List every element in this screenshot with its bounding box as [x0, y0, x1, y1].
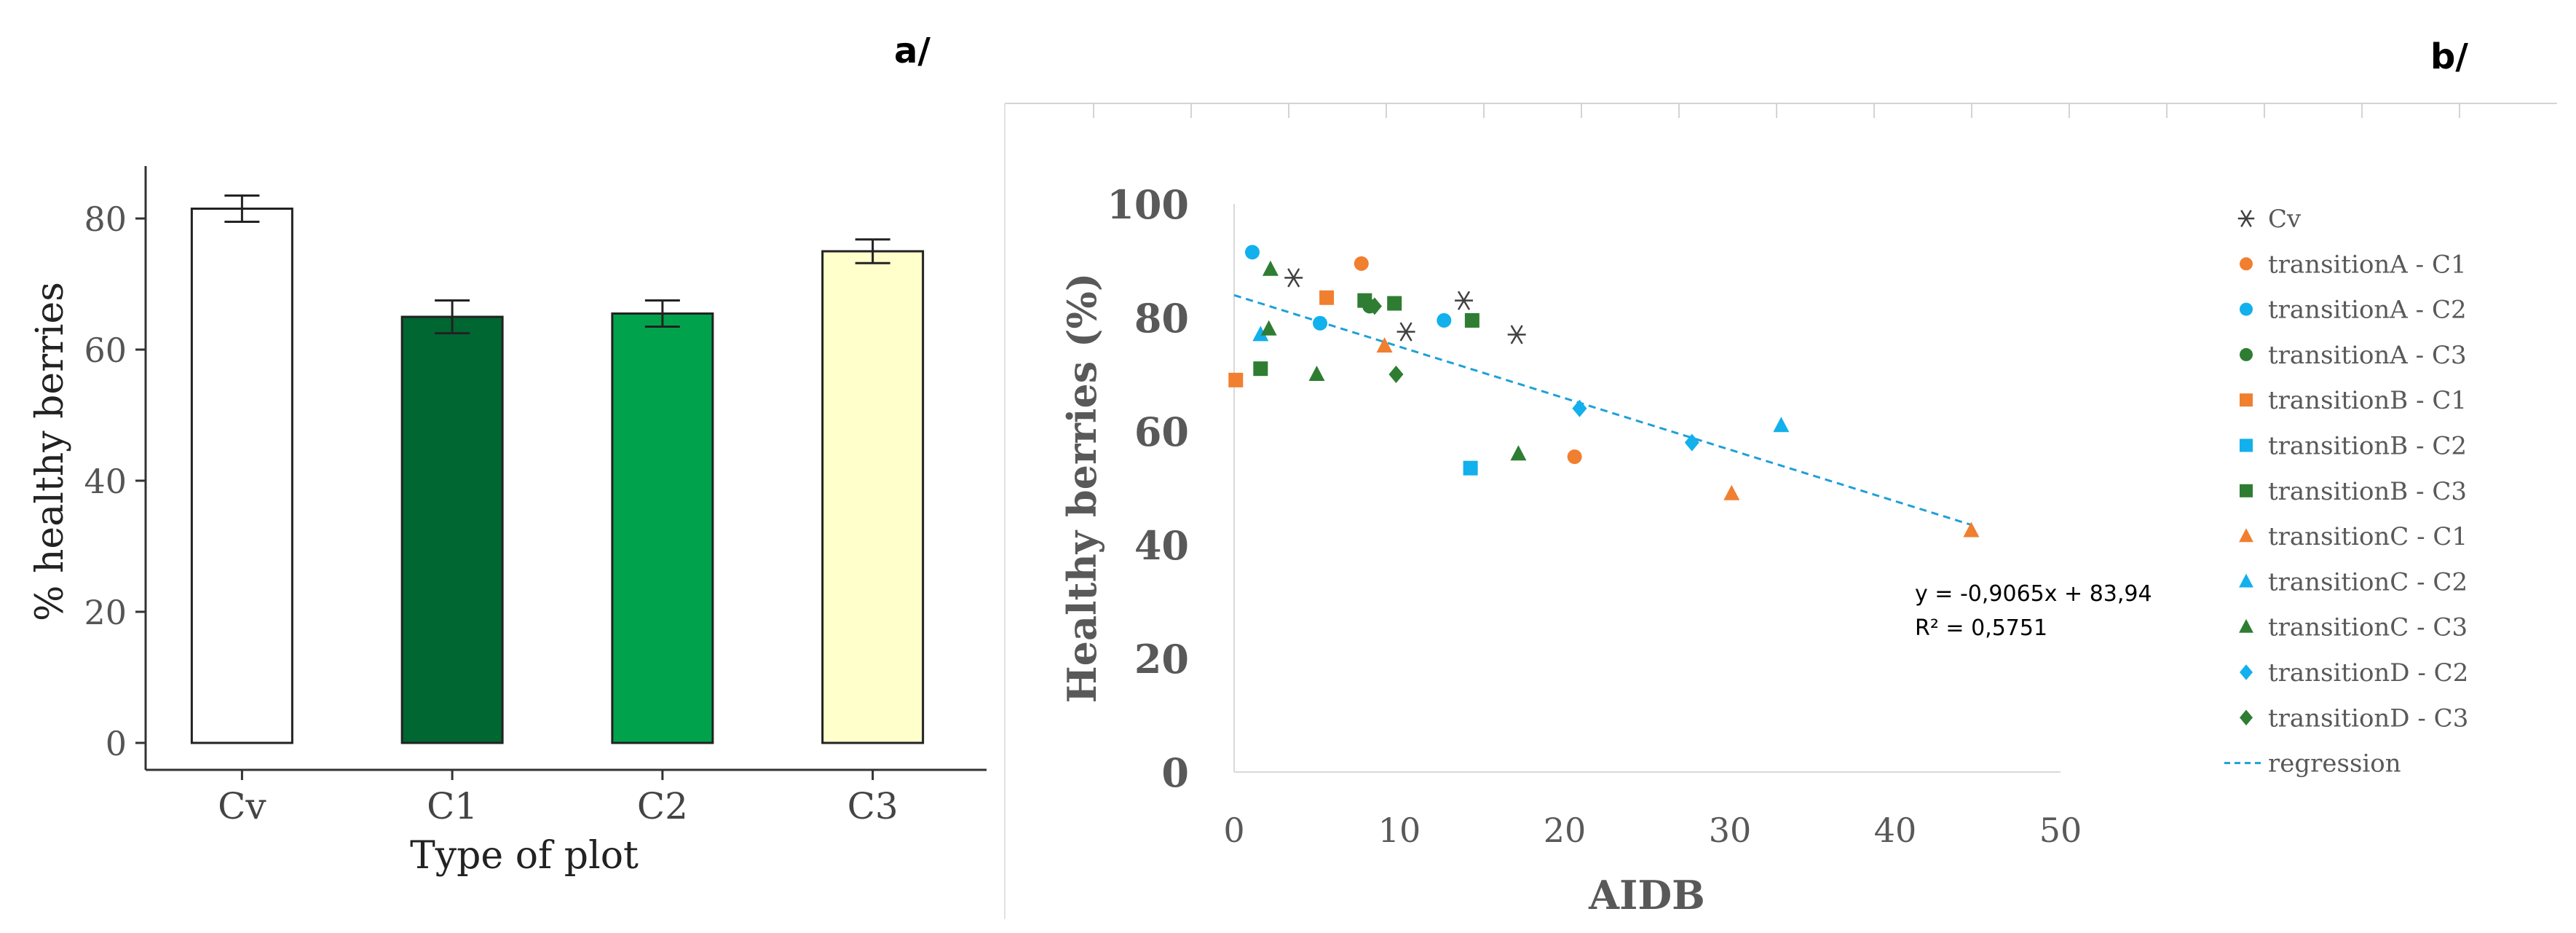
legend-marker	[2239, 573, 2253, 588]
data-point	[1244, 245, 1260, 260]
scatter-y-tick-label: 0	[1161, 749, 1189, 796]
bar-y-tick-label: 0	[106, 724, 127, 763]
bar-x-tick-label: C1	[427, 785, 478, 827]
bar-y-tick-label: 60	[84, 331, 127, 370]
scatter-chart: 0 20 40 60 80 100 0 10 20 30 40 50 AIDB Healthy be…	[1004, 103, 2557, 919]
legend-label: transitionA - C1	[2268, 250, 2467, 279]
bar-c3	[821, 250, 925, 744]
scatter-x-tick-label: 0	[1223, 811, 1244, 850]
data-point	[1367, 297, 1382, 315]
legend-label: transitionD - C2	[2268, 658, 2468, 688]
bar-y-tick-label: 40	[84, 462, 127, 501]
data-point	[1313, 315, 1328, 331]
bar-y-tick-label: 20	[84, 593, 127, 632]
data-point	[1963, 521, 1980, 538]
bar-c2	[611, 312, 714, 744]
legend-label: transitionC - C1	[2268, 522, 2468, 551]
regression-equation: y = -0,9065x + 83,94	[1915, 581, 2152, 607]
data-point	[1388, 366, 1404, 383]
data-point	[1284, 268, 1303, 288]
panel-b-label: b/	[2430, 36, 2468, 77]
bar-chart: 0 20 40 60 80 Cv C1 C2 C3 Type of plot % health…	[28, 166, 987, 878]
data-point	[1252, 326, 1269, 342]
scatter-x-tick-label: 40	[1874, 811, 1917, 850]
legend-marker	[2240, 257, 2253, 271]
data-point	[1463, 460, 1478, 476]
scatter-x-tick-label: 50	[2039, 811, 2082, 850]
bar-cv	[190, 208, 293, 744]
legend-marker	[2240, 347, 2253, 361]
data-point	[1262, 260, 1279, 276]
legend-label: transitionA - C2	[2268, 296, 2467, 325]
data-point	[1253, 361, 1268, 377]
legend-label: transitionD - C3	[2268, 704, 2468, 733]
legend-label: regression	[2268, 749, 2401, 779]
scatter-x-tick-label: 20	[1544, 811, 1587, 850]
legend-marker	[2239, 618, 2253, 633]
data-point	[1396, 322, 1415, 342]
data-point	[1507, 325, 1526, 345]
scatter-x-axis-title: AIDB	[1588, 872, 1705, 918]
legend-label: transitionA - C3	[2268, 341, 2467, 370]
data-point	[1510, 445, 1527, 461]
bar-y-axis-title: % healthy berries	[28, 282, 72, 621]
legend-label: transitionB - C2	[2268, 432, 2467, 461]
bar-x-tick-label: C3	[848, 785, 898, 827]
scatter-legend: Cv transitionA - C1 transitionA - C2 transi…	[2224, 205, 2468, 779]
legend-marker	[2240, 484, 2253, 497]
data-point	[1376, 337, 1393, 353]
legend-marker	[2240, 302, 2253, 316]
legend-label: transitionB - C1	[2268, 386, 2467, 415]
regression-line	[1233, 294, 1972, 527]
bar-x-tick-label: C2	[637, 785, 688, 827]
data-point	[1455, 291, 1474, 310]
legend-marker	[2240, 438, 2253, 452]
bar-x-axis-title: Type of plot	[410, 834, 639, 878]
data-point	[1260, 320, 1277, 336]
data-point	[1308, 366, 1325, 381]
legend-marker	[2240, 664, 2253, 680]
data-point	[1354, 256, 1369, 271]
regression-r-squared: R² = 0,5751	[1915, 615, 2047, 641]
scatter-x-tick-label: 10	[1378, 811, 1421, 850]
panel-a-label: a/	[894, 31, 931, 71]
legend-marker	[2240, 393, 2253, 407]
data-point	[1464, 312, 1479, 328]
scatter-y-tick-label: 60	[1134, 409, 1189, 455]
scatter-y-axis-title: Healthy berries (%)	[1059, 273, 1105, 704]
data-point	[1567, 449, 1582, 465]
data-point	[1357, 293, 1372, 308]
scatter-x-tick-label: 30	[1709, 811, 1752, 850]
data-point	[1437, 312, 1452, 328]
bar-y-tick-label: 80	[84, 200, 127, 239]
legend-label: transitionB - C3	[2268, 477, 2467, 506]
scatter-y-tick-label: 20	[1134, 636, 1189, 682]
data-point	[1572, 399, 1587, 417]
scatter-y-tick-label: 80	[1134, 295, 1189, 342]
scatter-y-tick-label: 40	[1134, 522, 1189, 569]
legend-marker	[2237, 210, 2255, 227]
legend-label: Cv	[2268, 205, 2302, 234]
bar-x-tick-label: Cv	[218, 785, 266, 827]
legend-label: transitionC - C3	[2268, 613, 2468, 642]
data-point	[1228, 372, 1244, 387]
data-point	[1684, 433, 1699, 452]
legend-marker	[2239, 528, 2253, 543]
data-point	[1723, 484, 1740, 500]
data-point	[1319, 290, 1335, 305]
data-point	[1773, 417, 1790, 433]
legend-marker	[2240, 709, 2253, 726]
bar-c1	[400, 315, 504, 744]
legend-label: transitionC - C2	[2268, 567, 2468, 597]
scatter-y-tick-label: 100	[1107, 181, 1189, 228]
data-point	[1387, 296, 1402, 311]
